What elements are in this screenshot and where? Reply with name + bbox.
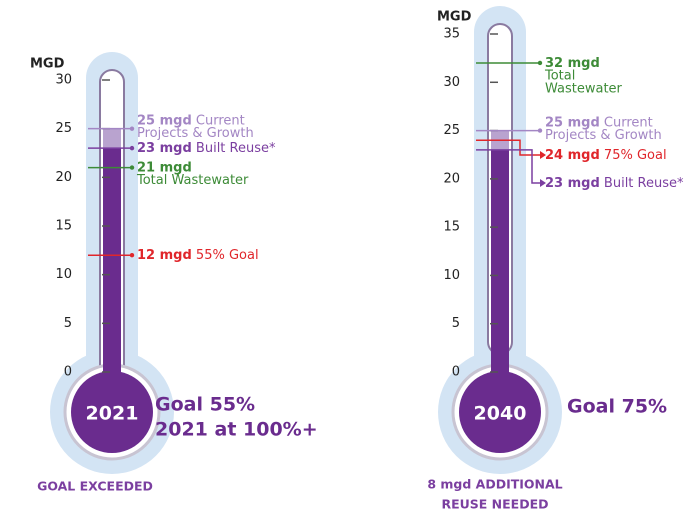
- marker-desc: Wastewater: [545, 81, 623, 96]
- y-tick-label: 25: [443, 123, 460, 138]
- goal-text: 2021 at 100%+: [155, 419, 318, 441]
- y-tick-label: 20: [55, 170, 72, 185]
- goal-text: Goal 75%: [567, 396, 667, 418]
- y-tick-label: 25: [55, 121, 72, 136]
- marker-desc: Built Reuse*: [604, 176, 684, 191]
- marker-dot: [129, 165, 135, 170]
- y-tick-label: 35: [443, 27, 460, 42]
- marker-desc: Built Reuse*: [196, 141, 276, 156]
- marker-desc: Projects & Growth: [545, 128, 662, 143]
- y-tick-label: 5: [64, 316, 72, 331]
- marker-desc: 55% Goal: [196, 248, 259, 263]
- goal-text: Goal 55%: [155, 394, 255, 416]
- marker-text: 23 mgd Built Reuse*: [137, 141, 276, 156]
- footer-text: GOAL EXCEEDED: [37, 479, 153, 494]
- marker-text: 12 mgd 55% Goal: [137, 248, 259, 263]
- marker-line: [476, 149, 540, 184]
- marker-text: 25 mgd Current: [545, 115, 653, 130]
- marker-dot: [129, 253, 135, 258]
- marker-label: 32 mgd: [545, 55, 600, 70]
- marker-text: 21 mgd: [137, 160, 192, 175]
- footer-text: 8 mgd ADDITIONAL: [427, 477, 562, 492]
- marker-label: 23 mgd: [545, 176, 600, 191]
- marker-label: 24 mgd: [545, 148, 600, 163]
- y-tick-label: 5: [452, 316, 460, 331]
- marker-dot: [129, 126, 135, 131]
- marker-desc: Projects & Growth: [137, 126, 254, 141]
- marker-text: 25 mgd Current: [137, 113, 245, 128]
- bulb-neck: [491, 360, 509, 380]
- marker-dot: [537, 60, 543, 66]
- y-tick-label: 15: [55, 219, 72, 234]
- marker-text: 24 mgd 75% Goal: [545, 148, 667, 163]
- bulb: [71, 371, 153, 453]
- bulb-neck: [103, 360, 121, 380]
- footer-text: REUSE NEEDED: [441, 497, 548, 512]
- year-label: 2040: [474, 403, 527, 425]
- marker-label: 25 mgd: [137, 113, 192, 128]
- y-tick-label: 10: [443, 268, 460, 283]
- y-tick-label: 15: [443, 220, 460, 235]
- y-tick-label: 30: [443, 75, 460, 90]
- marker-desc: Current: [196, 113, 245, 128]
- marker-dot: [129, 145, 135, 151]
- fill-level: [103, 148, 121, 400]
- marker-arrow: [540, 179, 546, 187]
- marker-arrow: [540, 151, 546, 159]
- marker-desc: Total Wastewater: [136, 173, 249, 188]
- marker-label: 12 mgd: [137, 248, 192, 263]
- marker-text: 23 mgd Built Reuse*: [545, 176, 684, 191]
- axis-unit: MGD: [437, 10, 472, 25]
- marker-label: 23 mgd: [137, 141, 192, 156]
- bulb: [459, 371, 541, 453]
- y-tick-label: 0: [64, 365, 72, 380]
- marker-desc: Current: [604, 115, 653, 130]
- y-tick-label: 20: [443, 171, 460, 186]
- y-tick-label: 30: [55, 73, 72, 88]
- marker-line: [476, 139, 540, 156]
- marker-desc: 75% Goal: [604, 148, 667, 163]
- axis-unit: MGD: [30, 57, 65, 72]
- marker-label: 21 mgd: [137, 160, 192, 175]
- y-tick-label: 0: [452, 365, 460, 380]
- marker-text: 32 mgd: [545, 55, 600, 70]
- marker-desc: Total: [544, 68, 575, 83]
- year-label: 2021: [86, 403, 139, 425]
- marker-label: 25 mgd: [545, 115, 600, 130]
- y-tick-label: 10: [55, 267, 72, 282]
- fill-level: [491, 149, 509, 400]
- marker-dot: [537, 128, 543, 133]
